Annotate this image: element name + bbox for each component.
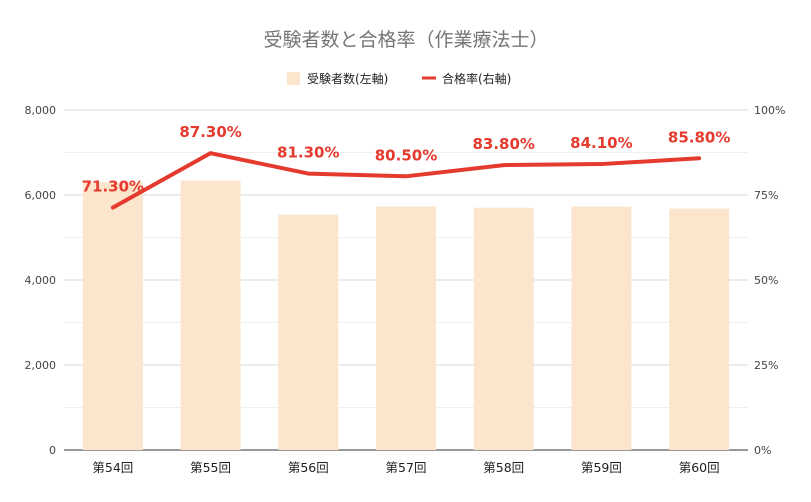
y-right-tick-label: 100% — [754, 104, 785, 117]
bar — [278, 214, 339, 450]
y-left-tick-label: 2,000 — [25, 359, 57, 372]
rate-line — [110, 151, 702, 210]
bar — [376, 206, 436, 450]
bar — [82, 182, 143, 450]
chart-title: 受験者数と合格率（作業療法士） — [263, 29, 548, 51]
data-label: 71.30% — [82, 178, 144, 196]
axes: 0 2,000 4,000 6,000 8,000 0% 25% 50% 75% 100% 第54回… — [25, 104, 786, 475]
data-label: 83.80% — [472, 135, 534, 153]
y-left-tick-label: 4,000 — [25, 274, 57, 287]
bar — [669, 208, 730, 450]
x-tick-label: 第56回 — [288, 460, 329, 475]
data-label: 81.30% — [277, 144, 339, 162]
y-right-tick-label: 25% — [754, 359, 778, 372]
x-tick-label: 第60回 — [679, 460, 720, 475]
y-right-tick-label: 50% — [754, 274, 778, 287]
y-left-tick-label: 0 — [49, 444, 56, 457]
x-tick-label: 第59回 — [581, 460, 622, 475]
x-tick-label: 第57回 — [386, 460, 427, 475]
legend-bar-label: 受験者数(左軸) — [307, 71, 388, 86]
y-left-tick-label: 8,000 — [25, 104, 57, 117]
data-labels: 71.30% 87.30% 81.30% 80.50% 83.80% 84.10% 85.8… — [82, 123, 731, 195]
data-label: 87.30% — [179, 123, 241, 141]
y-right-tick-label: 0% — [754, 444, 771, 457]
bars — [82, 180, 730, 451]
y-right-tick-label: 75% — [754, 189, 778, 202]
data-label: 84.10% — [570, 134, 632, 152]
x-tick-label: 第54回 — [92, 460, 133, 475]
x-tick-label: 第58回 — [483, 460, 524, 475]
bar — [180, 180, 241, 451]
legend-bar-swatch — [287, 72, 300, 85]
y-left-tick-label: 6,000 — [25, 189, 57, 202]
data-label: 85.80% — [668, 128, 730, 146]
bar — [473, 207, 534, 450]
legend: 受験者数(左軸) 合格率(右軸) — [287, 71, 511, 86]
legend-line-label: 合格率(右軸) — [442, 71, 511, 86]
bar — [571, 206, 632, 450]
x-tick-label: 第55回 — [190, 460, 231, 475]
data-label: 80.50% — [375, 146, 437, 164]
rate-line-path — [110, 151, 702, 210]
